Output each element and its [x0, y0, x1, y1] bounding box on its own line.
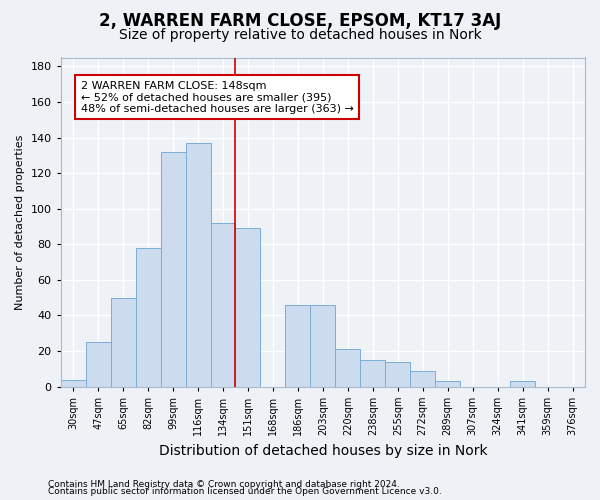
- Text: 2, WARREN FARM CLOSE, EPSOM, KT17 3AJ: 2, WARREN FARM CLOSE, EPSOM, KT17 3AJ: [99, 12, 501, 30]
- X-axis label: Distribution of detached houses by size in Nork: Distribution of detached houses by size …: [158, 444, 487, 458]
- Bar: [310, 305, 335, 386]
- Bar: [110, 298, 136, 386]
- Text: Contains public sector information licensed under the Open Government Licence v3: Contains public sector information licen…: [48, 487, 442, 496]
- Bar: [161, 152, 185, 386]
- Bar: [361, 360, 385, 386]
- Text: 2 WARREN FARM CLOSE: 148sqm
← 52% of detached houses are smaller (395)
48% of se: 2 WARREN FARM CLOSE: 148sqm ← 52% of det…: [80, 80, 353, 114]
- Bar: [61, 380, 86, 386]
- Bar: [211, 223, 235, 386]
- Bar: [410, 370, 435, 386]
- Bar: [136, 248, 161, 386]
- Bar: [335, 350, 361, 387]
- Text: Size of property relative to detached houses in Nork: Size of property relative to detached ho…: [119, 28, 481, 42]
- Bar: [86, 342, 110, 386]
- Text: Contains HM Land Registry data © Crown copyright and database right 2024.: Contains HM Land Registry data © Crown c…: [48, 480, 400, 489]
- Bar: [510, 382, 535, 386]
- Bar: [185, 143, 211, 386]
- Bar: [235, 228, 260, 386]
- Y-axis label: Number of detached properties: Number of detached properties: [15, 134, 25, 310]
- Bar: [286, 305, 310, 386]
- Bar: [385, 362, 410, 386]
- Bar: [435, 382, 460, 386]
